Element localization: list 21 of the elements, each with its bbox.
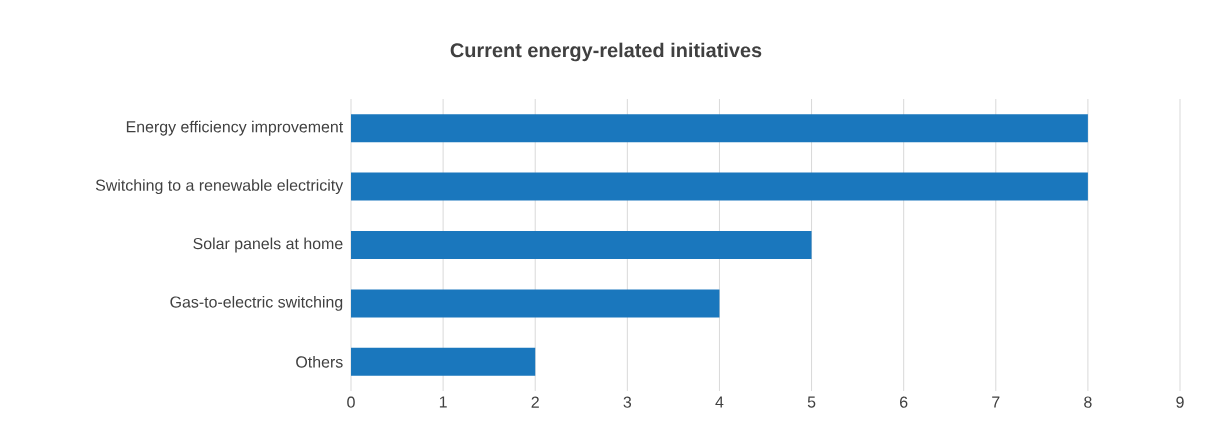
- y-tick-label: Gas-to-electric switching: [170, 295, 343, 311]
- x-tick-label: 3: [623, 396, 632, 408]
- bar: [351, 289, 720, 318]
- y-tick-label: Switching to a renewable electricity: [95, 179, 344, 195]
- bar: [351, 114, 1088, 143]
- y-tick-label: Others: [296, 355, 343, 368]
- x-tick-label: 7: [992, 396, 1000, 408]
- x-tick-label: 9: [1176, 396, 1184, 408]
- bar: [351, 347, 536, 376]
- bar: [351, 230, 812, 259]
- x-tick-label: 1: [439, 396, 447, 408]
- x-tick-label: 2: [531, 396, 539, 408]
- bar: [351, 172, 1088, 201]
- x-tick-label: 4: [715, 396, 724, 408]
- x-tick-label: 8: [1084, 396, 1092, 408]
- y-tick-label: Energy efficiency improvement: [126, 120, 344, 136]
- x-tick-label: 5: [807, 396, 816, 408]
- x-tick-label: 6: [900, 396, 908, 408]
- y-tick-label: Solar panels at home: [193, 237, 343, 253]
- chart-title: Current energy-related initiatives: [450, 42, 762, 62]
- x-tick-label: 0: [347, 396, 355, 408]
